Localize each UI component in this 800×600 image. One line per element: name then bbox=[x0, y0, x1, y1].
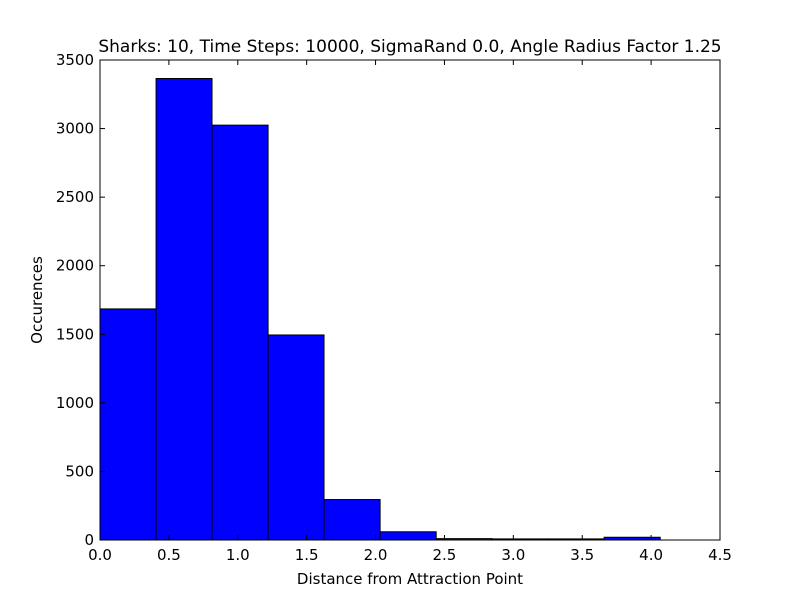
x-tick-label: 1.0 bbox=[226, 546, 250, 564]
chart-title: Sharks: 10, Time Steps: 10000, SigmaRand… bbox=[98, 37, 721, 57]
histogram-bar bbox=[211, 124, 269, 541]
bars-group bbox=[99, 78, 661, 541]
y-tick-label: 1500 bbox=[56, 325, 94, 343]
histogram-bar bbox=[155, 78, 213, 541]
y-tick-label: 2000 bbox=[56, 257, 94, 275]
x-axis-label: Distance from Attraction Point bbox=[297, 570, 523, 588]
y-tick-label: 3000 bbox=[56, 120, 94, 138]
x-tick-label: 0.0 bbox=[88, 546, 112, 564]
histogram-bar bbox=[323, 499, 381, 541]
histogram-bar bbox=[99, 308, 157, 541]
x-tick-label: 4.5 bbox=[708, 546, 732, 564]
x-tick-label: 3.5 bbox=[570, 546, 594, 564]
y-axis-label: Occurences bbox=[28, 256, 46, 344]
ticks-group: 0.0 0.5 1.0 1.5 2.0 2.5 3.0 3.5 4.0 4.5 0 500 1000 15… bbox=[56, 51, 732, 564]
y-tick-label: 2500 bbox=[56, 188, 94, 206]
histogram-bar bbox=[379, 531, 437, 541]
x-tick-label: 1.5 bbox=[295, 546, 319, 564]
x-tick-label: 2.5 bbox=[433, 546, 457, 564]
plot-frame bbox=[99, 59, 721, 541]
histogram-bar bbox=[267, 334, 325, 541]
x-tick-label: 3.0 bbox=[501, 546, 525, 564]
x-tick-label: 0.5 bbox=[157, 546, 181, 564]
y-tick-label: 3500 bbox=[56, 51, 94, 69]
y-tick-label: 1000 bbox=[56, 394, 94, 412]
x-tick-label: 4.0 bbox=[639, 546, 663, 564]
x-tick-label: 2.0 bbox=[364, 546, 388, 564]
y-tick-label: 0 bbox=[84, 531, 94, 549]
y-tick-label: 500 bbox=[65, 462, 94, 480]
